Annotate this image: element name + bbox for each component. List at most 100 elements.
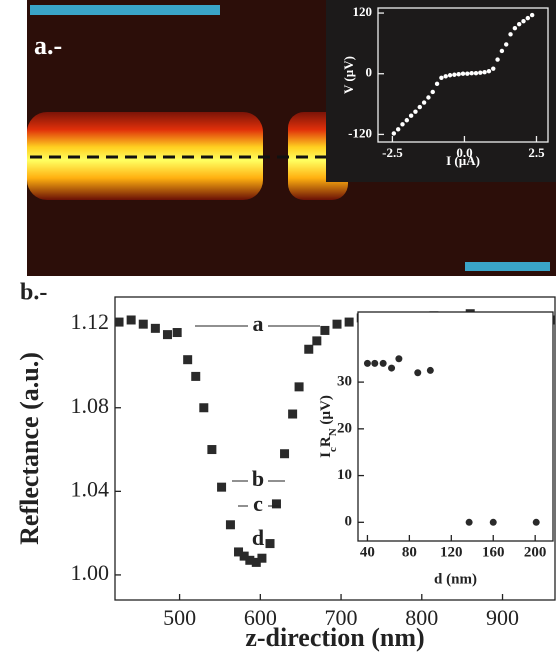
- annotation: a: [253, 311, 264, 336]
- panel-label: a.-: [34, 31, 62, 60]
- data-point: [172, 328, 182, 338]
- data-point: [512, 26, 518, 31]
- x-tick-label: 160: [482, 544, 505, 560]
- x-tick-label: 600: [244, 605, 277, 630]
- micrograph: a.-: [27, 0, 556, 276]
- y-tick-label: 1.08: [71, 393, 110, 418]
- title-bar: [30, 5, 220, 15]
- y-tick-label: 1.04: [71, 476, 110, 501]
- axes-frame: [377, 7, 549, 143]
- y-axis-label: Reflectance (a.u.): [15, 352, 44, 545]
- data-point: [478, 70, 483, 75]
- data-point: [234, 547, 244, 557]
- data-point: [456, 72, 461, 77]
- x-tick-label: 500: [163, 605, 196, 630]
- data-point: [443, 74, 448, 79]
- scale-bar: [465, 262, 550, 271]
- x-tick-label: 80: [402, 544, 417, 560]
- data-point: [430, 89, 435, 95]
- data-point: [489, 518, 497, 526]
- x-tick-label: -2.5: [382, 145, 403, 160]
- data-point: [525, 15, 531, 21]
- x-tick-label: 800: [405, 605, 438, 630]
- y-axis-label-part: c: [327, 447, 339, 452]
- data-point: [473, 71, 479, 76]
- data-point: [271, 499, 281, 509]
- data-point: [344, 317, 354, 327]
- data-point: [426, 95, 431, 100]
- data-point: [516, 21, 522, 27]
- x-axis-label: d (nm): [434, 571, 477, 587]
- data-point: [469, 71, 474, 76]
- inset-bg: [326, 0, 556, 182]
- data-point: [408, 113, 414, 118]
- data-point: [434, 81, 440, 87]
- data-point: [371, 359, 379, 367]
- data-point: [404, 118, 410, 123]
- data-point: [138, 319, 148, 329]
- axes-frame: [114, 296, 556, 601]
- data-point: [529, 12, 535, 18]
- data-point: [257, 553, 267, 563]
- data-point: [532, 518, 540, 526]
- y-axis-label: V (µV): [341, 56, 356, 94]
- data-point: [304, 344, 314, 354]
- data-point: [363, 359, 371, 367]
- data-point: [486, 69, 492, 74]
- data-point: [465, 71, 470, 76]
- data-point: [207, 445, 217, 455]
- y-tick-label: 1.12: [71, 309, 110, 334]
- y-axis-label-part: (µV): [318, 395, 334, 428]
- data-point: [414, 369, 422, 377]
- annotation: b: [252, 466, 264, 491]
- data-point: [395, 127, 401, 132]
- data-point: [265, 539, 275, 549]
- data-point: [439, 75, 444, 80]
- annotation: c: [253, 491, 263, 516]
- data-point: [379, 359, 387, 367]
- y-tick-label: 20: [337, 420, 352, 436]
- data-point: [491, 66, 496, 71]
- data-point: [191, 371, 201, 381]
- y-axis-label-part: N: [327, 428, 339, 436]
- data-point: [482, 70, 487, 75]
- data-point: [332, 319, 342, 329]
- data-point: [183, 355, 193, 365]
- data-point: [521, 18, 526, 24]
- data-point: [400, 122, 405, 127]
- x-tick-label: 700: [325, 605, 358, 630]
- data-point: [288, 409, 298, 419]
- data-point: [312, 336, 322, 346]
- data-point: [251, 557, 261, 567]
- x-axis-label: z-direction (nm): [245, 623, 424, 652]
- data-point: [495, 57, 500, 62]
- x-tick-label: 0.0: [456, 145, 472, 160]
- data-point: [320, 325, 330, 335]
- x-tick-label: 40: [360, 544, 375, 560]
- y-tick-label: 120: [353, 4, 373, 19]
- data-point: [504, 42, 509, 47]
- data-point: [388, 364, 396, 372]
- data-point: [294, 382, 304, 392]
- data-point: [114, 317, 124, 327]
- y-tick-label: -120: [348, 125, 372, 140]
- inset-bg: [358, 312, 553, 541]
- y-tick-label: 1.00: [71, 560, 110, 585]
- icrn-inset: 40 80 120 160 200 0 10 20 30 d (nm) IcRN (µV): [318, 311, 554, 587]
- data-point: [465, 518, 473, 526]
- data-point: [413, 109, 418, 114]
- data-point: [225, 520, 235, 530]
- data-point: [126, 315, 136, 325]
- y-tick-label: 0: [366, 65, 373, 80]
- data-point: [245, 555, 255, 565]
- x-tick-label: 900: [486, 605, 519, 630]
- data-point: [460, 71, 466, 76]
- axes-frame: [357, 311, 554, 542]
- data-point: [395, 355, 403, 363]
- data-point: [447, 73, 453, 78]
- data-point: [199, 403, 209, 413]
- data-point: [426, 366, 434, 374]
- data-point: [417, 104, 422, 110]
- data-point: [217, 482, 227, 492]
